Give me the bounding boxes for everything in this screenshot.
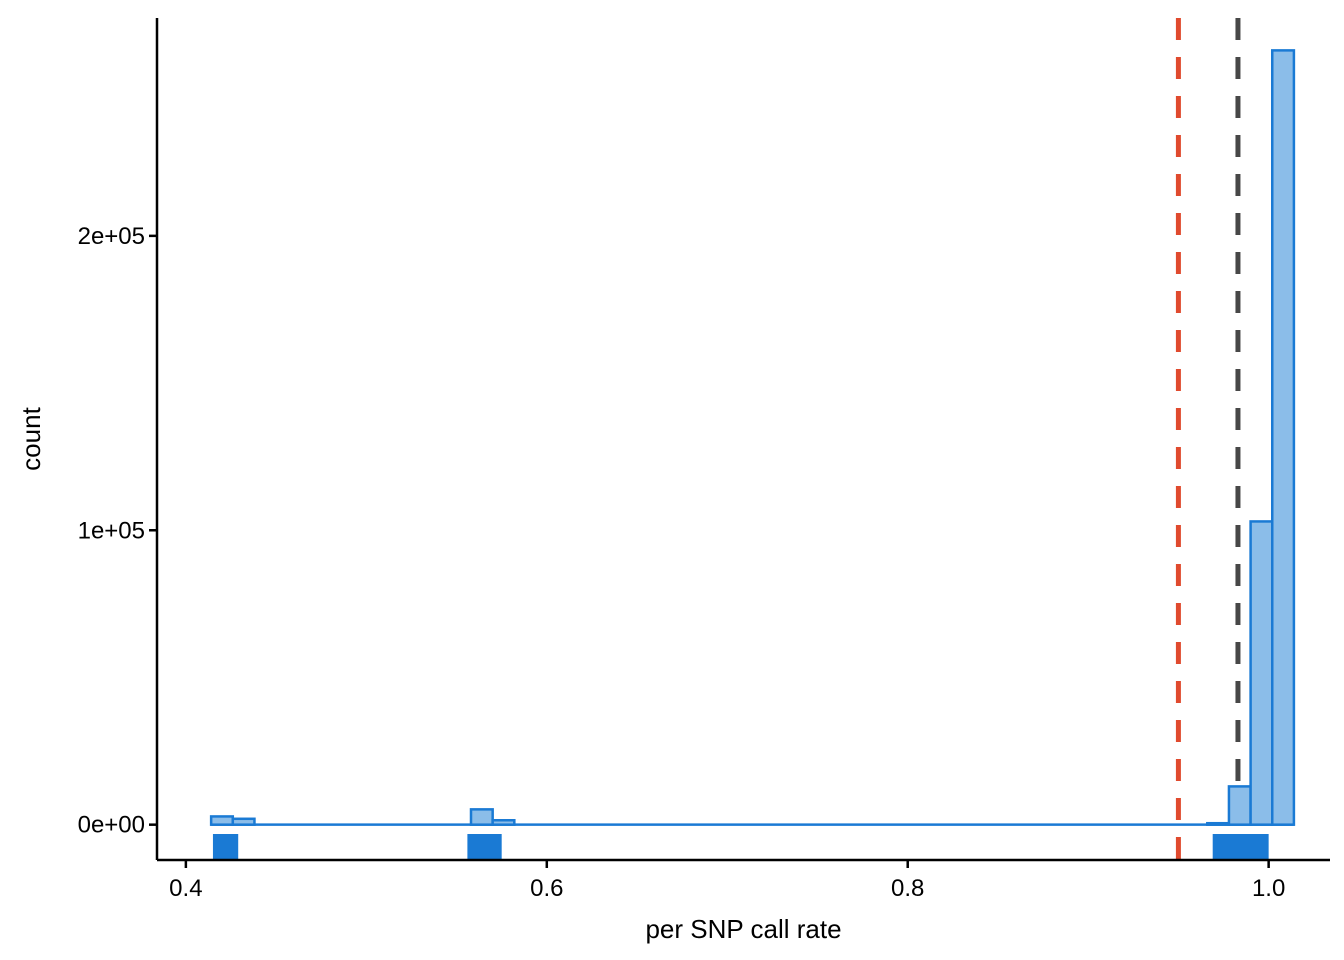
x-axis: 0.4 0.6 0.8 1.0 [157,858,1330,902]
histogram-bar-6 [1227,785,1252,826]
histogram-bar-5 [1206,821,1231,826]
histogram-bar-7 [1249,520,1274,826]
x-tick-label: 0.4 [169,875,202,902]
histogram-bars [209,49,1296,826]
x-tick-label: 0.8 [891,875,924,902]
histogram-bar-8 [1271,49,1296,826]
y-tick-label: 2e+05 [78,223,145,250]
y-tick-label: 1e+05 [78,517,145,544]
y-axis-title: count [16,406,46,470]
x-tick-label: 0.6 [530,875,563,902]
histogram-bar-1 [209,815,235,826]
histogram-bar-3 [469,808,494,826]
rug-marks [212,834,1269,860]
histogram-bar-2 [231,817,256,826]
reference-lines [1175,18,1241,860]
rug-segment-2 [467,834,502,860]
rug-segment-1 [212,834,239,860]
y-axis: 0e+00 1e+05 2e+05 [78,18,159,860]
y-tick-label: 0e+00 [78,812,145,839]
x-axis-title: per SNP call rate [645,914,841,944]
rug-segment-3 [1212,834,1269,860]
x-tick-label: 1.0 [1252,875,1285,902]
histogram-bar-4 [491,819,516,826]
